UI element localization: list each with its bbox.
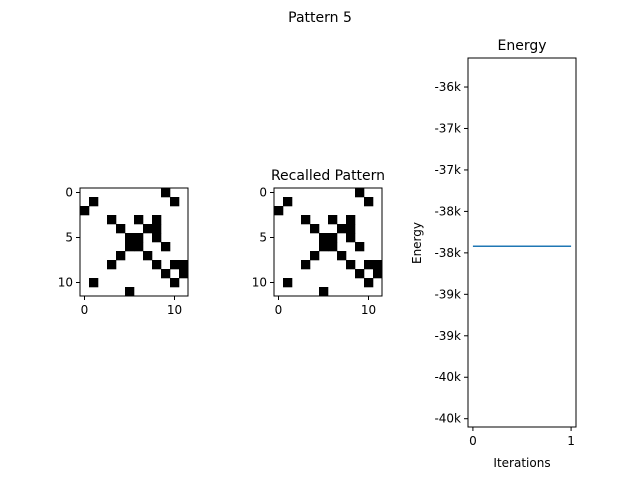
heatmap-cell	[301, 260, 311, 270]
energy-xlabel: Iterations	[493, 456, 550, 470]
heatmap-cell	[310, 251, 320, 261]
heatmap-cell	[152, 233, 162, 243]
heatmap-cell	[355, 242, 365, 252]
heatmap-cell	[373, 269, 383, 279]
heatmap-cell	[116, 224, 126, 234]
x-tick-label: 1	[567, 434, 575, 448]
heatmap-cell	[134, 242, 144, 252]
heatmap-cell	[170, 278, 180, 288]
heatmap-cell	[301, 215, 311, 225]
heatmap-cell	[125, 233, 135, 243]
heatmap-cell	[364, 197, 374, 207]
heatmap-cell	[179, 269, 189, 279]
heatmap-cell	[134, 233, 144, 243]
recalled-heatmap: Recalled Pattern 0 10 0 5 10	[252, 168, 385, 317]
heatmap-cell	[355, 269, 365, 279]
heatmap-cell	[161, 269, 171, 279]
heatmap-cell	[364, 260, 374, 270]
recalled-title: Recalled Pattern	[271, 168, 385, 184]
y-tick-label: 10	[252, 276, 267, 290]
heatmap-cell	[161, 242, 171, 252]
y-tick-label: 5	[259, 231, 267, 245]
heatmap-cell	[125, 242, 135, 252]
y-tick-label: -40k	[434, 370, 461, 384]
heatmap-cell	[346, 233, 356, 243]
x-tick-label: 0	[81, 303, 89, 317]
heatmap-cell	[125, 287, 135, 297]
y-tick-label: 5	[65, 231, 73, 245]
heatmap-cell	[319, 287, 329, 297]
heatmap-cell	[143, 224, 153, 234]
heatmap-cell	[170, 197, 180, 207]
heatmap-cell	[346, 215, 356, 225]
heatmap-cell	[319, 233, 329, 243]
heatmap-cell	[337, 251, 347, 261]
energy-plot: Energy -36k-37k-37k-38k-38k-39k-39k-40k-…	[410, 38, 577, 470]
heatmap-cell	[283, 278, 293, 288]
heatmap-cell	[346, 260, 356, 270]
heatmap-cell	[152, 260, 162, 270]
x-tick-label: 0	[275, 303, 283, 317]
pattern-frame	[79, 187, 189, 297]
recalled-ticks: 0 10 0 5 10	[252, 186, 376, 318]
y-tick-label: -40k	[434, 412, 461, 426]
heatmap-cell	[107, 215, 117, 225]
heatmap-cell	[80, 206, 90, 216]
energy-frame	[467, 57, 577, 428]
heatmap-cell	[170, 260, 180, 270]
heatmap-cell	[328, 233, 338, 243]
heatmap-cell	[161, 188, 171, 198]
heatmap-cell	[283, 197, 293, 207]
heatmap-cell	[373, 260, 383, 270]
y-tick-label: -38k	[434, 204, 461, 218]
heatmap-cell	[337, 224, 347, 234]
heatmap-cell	[346, 224, 356, 234]
pattern-heatmap: 0 10 0 5 10	[58, 186, 189, 318]
heatmap-cell	[319, 242, 329, 252]
y-tick-label: 0	[259, 186, 267, 200]
heatmap-cell	[89, 197, 99, 207]
x-tick-label: 0	[469, 434, 477, 448]
heatmap-cell	[364, 278, 374, 288]
recalled-frame	[273, 187, 383, 297]
y-tick-label: -38k	[434, 246, 461, 260]
x-tick-label: 10	[167, 303, 182, 317]
energy-title: Energy	[497, 38, 546, 54]
heatmap-cell	[328, 242, 338, 252]
y-tick-label: -39k	[434, 287, 461, 301]
heatmap-cell	[179, 260, 189, 270]
energy-ylabel: Energy	[410, 222, 424, 264]
heatmap-cell	[116, 251, 126, 261]
energy-ticks: -36k -37k -37k -38k -38k -39k -39k -40k -40k 0 1	[434, 80, 574, 448]
y-tick-label: 10	[58, 276, 73, 290]
heatmap-cell	[134, 215, 144, 225]
heatmap-cell	[143, 251, 153, 261]
pattern-ticks: 0 10 0 5 10	[58, 186, 182, 318]
heatmap-cell	[310, 224, 320, 234]
recalled-cells	[274, 188, 383, 297]
heatmap-cell	[152, 215, 162, 225]
y-tick-label: -36k	[434, 80, 461, 94]
y-tick-label: -37k	[434, 121, 461, 135]
heatmap-cell	[107, 260, 117, 270]
pattern-cells	[80, 188, 189, 297]
figure-title: Pattern 5	[288, 10, 352, 26]
heatmap-cell	[89, 278, 99, 288]
y-tick-label: 0	[65, 186, 73, 200]
heatmap-cell	[328, 215, 338, 225]
heatmap-cell	[152, 224, 162, 234]
x-tick-label: 10	[361, 303, 376, 317]
y-tick-label: -37k	[434, 163, 461, 177]
heatmap-cell	[274, 206, 284, 216]
y-tick-label: -39k	[434, 329, 461, 343]
heatmap-cell	[355, 188, 365, 198]
